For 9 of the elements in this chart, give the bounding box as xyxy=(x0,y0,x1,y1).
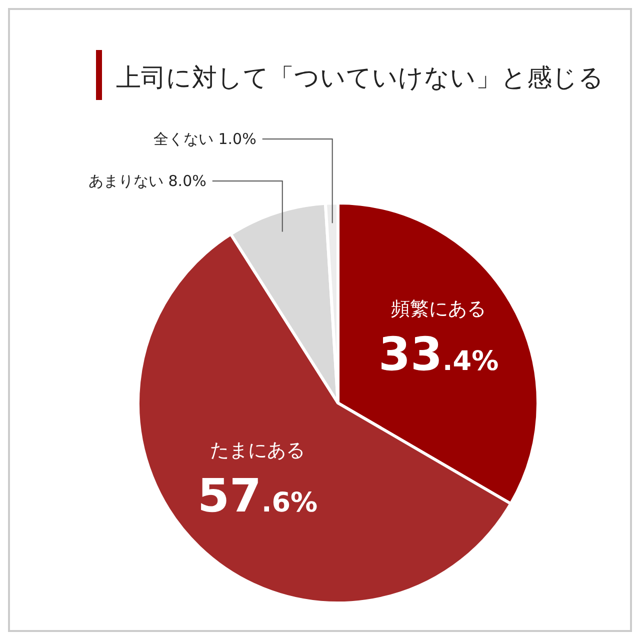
chart-title: 上司に対して「ついていけない」と感じる xyxy=(116,63,604,92)
slice-label: 全くない xyxy=(153,130,214,148)
slice-label: あまりない xyxy=(88,172,164,190)
slice-label: 頻繁にある xyxy=(391,298,486,320)
data-label: 57.6% xyxy=(197,468,318,523)
data-label: 8.0% xyxy=(168,172,206,190)
slice-label: たまにある xyxy=(210,440,306,462)
data-label: 33.4% xyxy=(378,327,499,382)
data-label: 1.0% xyxy=(218,130,256,148)
